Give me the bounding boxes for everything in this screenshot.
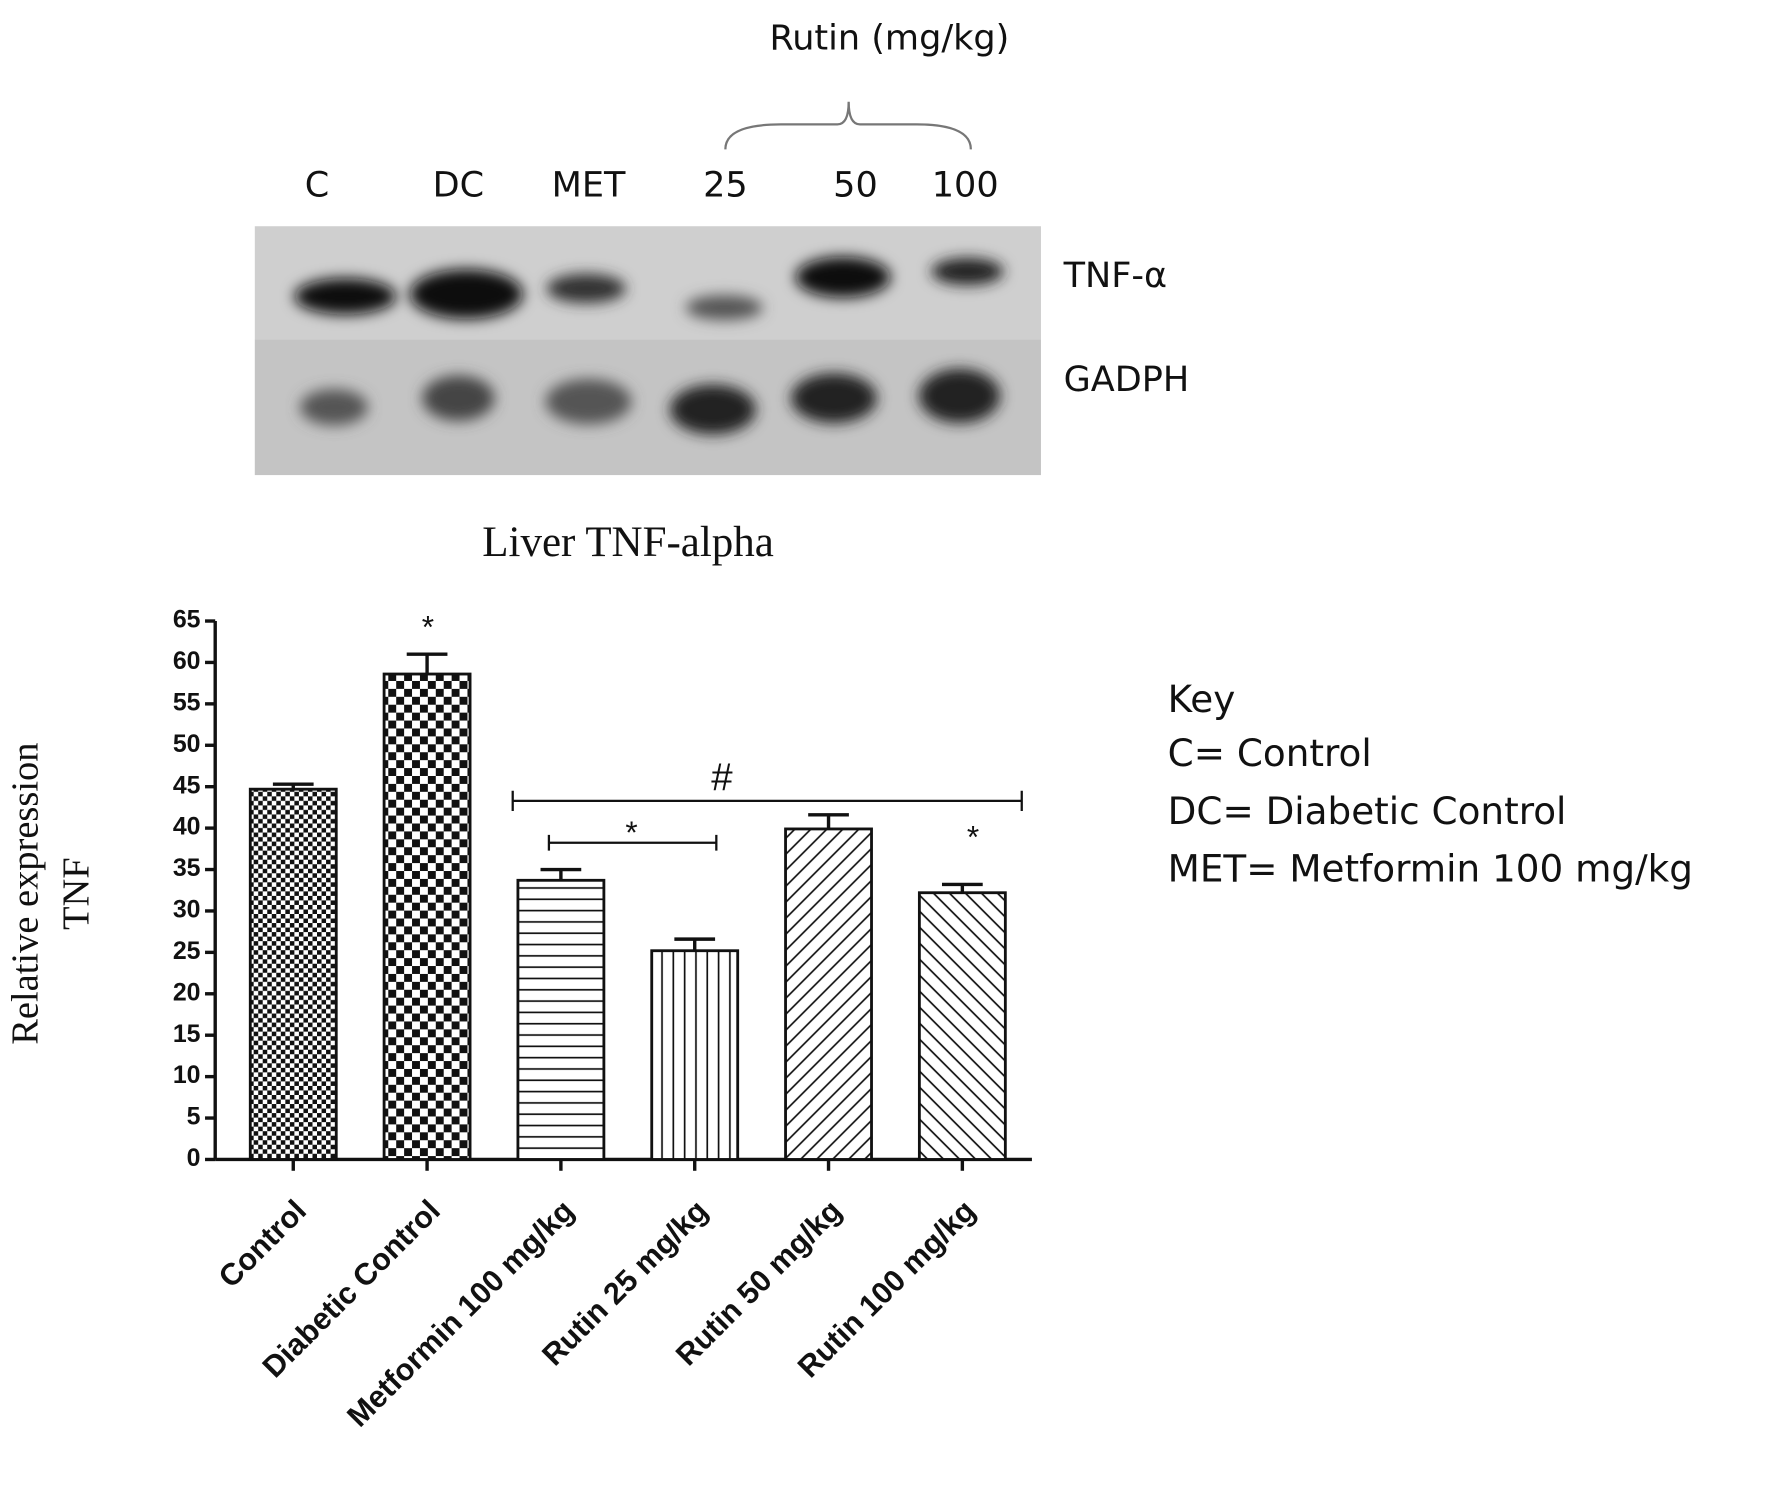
y-tick-label: 15 (173, 1020, 201, 1048)
y-tick-label: 40 (173, 813, 201, 841)
significance-marker: # (711, 757, 733, 800)
y-tick-label: 10 (173, 1061, 201, 1089)
y-tick-label: 45 (173, 771, 201, 799)
y-tick-label: 20 (173, 978, 201, 1006)
lane-label: C (305, 165, 329, 206)
significance-marker: * (625, 814, 637, 850)
x-tick-label: Control (212, 1194, 313, 1295)
y-axis-label: Relative expression (4, 743, 46, 1045)
y-tick-label: 0 (187, 1144, 201, 1172)
key-title: Key (1168, 677, 1236, 721)
band-label: GADPH (1064, 359, 1190, 400)
brace (724, 101, 972, 150)
key-item: MET= Metformin 100 mg/kg (1168, 847, 1693, 891)
significance-marker: * (967, 819, 979, 855)
bar (248, 787, 338, 1161)
y-tick-label: 30 (173, 896, 201, 924)
lane-label: 25 (703, 165, 748, 206)
blot-row (254, 339, 1041, 476)
band-label: TNF-α (1063, 255, 1168, 296)
y-tick-label: 55 (173, 688, 201, 716)
y-tick-label: 65 (173, 606, 201, 634)
x-tick-label: Metformin 100 mg/kg (341, 1194, 581, 1434)
western-blot (254, 101, 1041, 476)
lane-label: DC (433, 165, 484, 206)
significance-bracket (511, 790, 1023, 812)
y-tick-label: 25 (173, 937, 201, 965)
lane-label: 100 (932, 165, 999, 206)
lane-label: 50 (833, 165, 878, 206)
bar (516, 878, 606, 1161)
y-tick-label: 60 (173, 647, 201, 675)
significance-bracket (547, 834, 718, 851)
bar (784, 827, 873, 1161)
key-item: C= Control (1168, 731, 1372, 775)
y-tick-label: 35 (173, 854, 201, 882)
significance-marker: * (422, 608, 434, 644)
key-item: DC= Diabetic Control (1168, 789, 1567, 833)
bar (382, 672, 472, 1161)
y-tick-label: 5 (187, 1103, 201, 1131)
bar (917, 891, 1007, 1161)
lane-label: MET (552, 165, 626, 206)
bar (650, 949, 740, 1161)
y-tick-label: 50 (173, 730, 201, 758)
blot-group-label: Rutin (mg/kg) (769, 18, 1009, 59)
y-axis-label: TNF (55, 857, 97, 930)
chart-title: Liver TNF-alpha (482, 519, 774, 566)
blot-row (254, 226, 1041, 340)
